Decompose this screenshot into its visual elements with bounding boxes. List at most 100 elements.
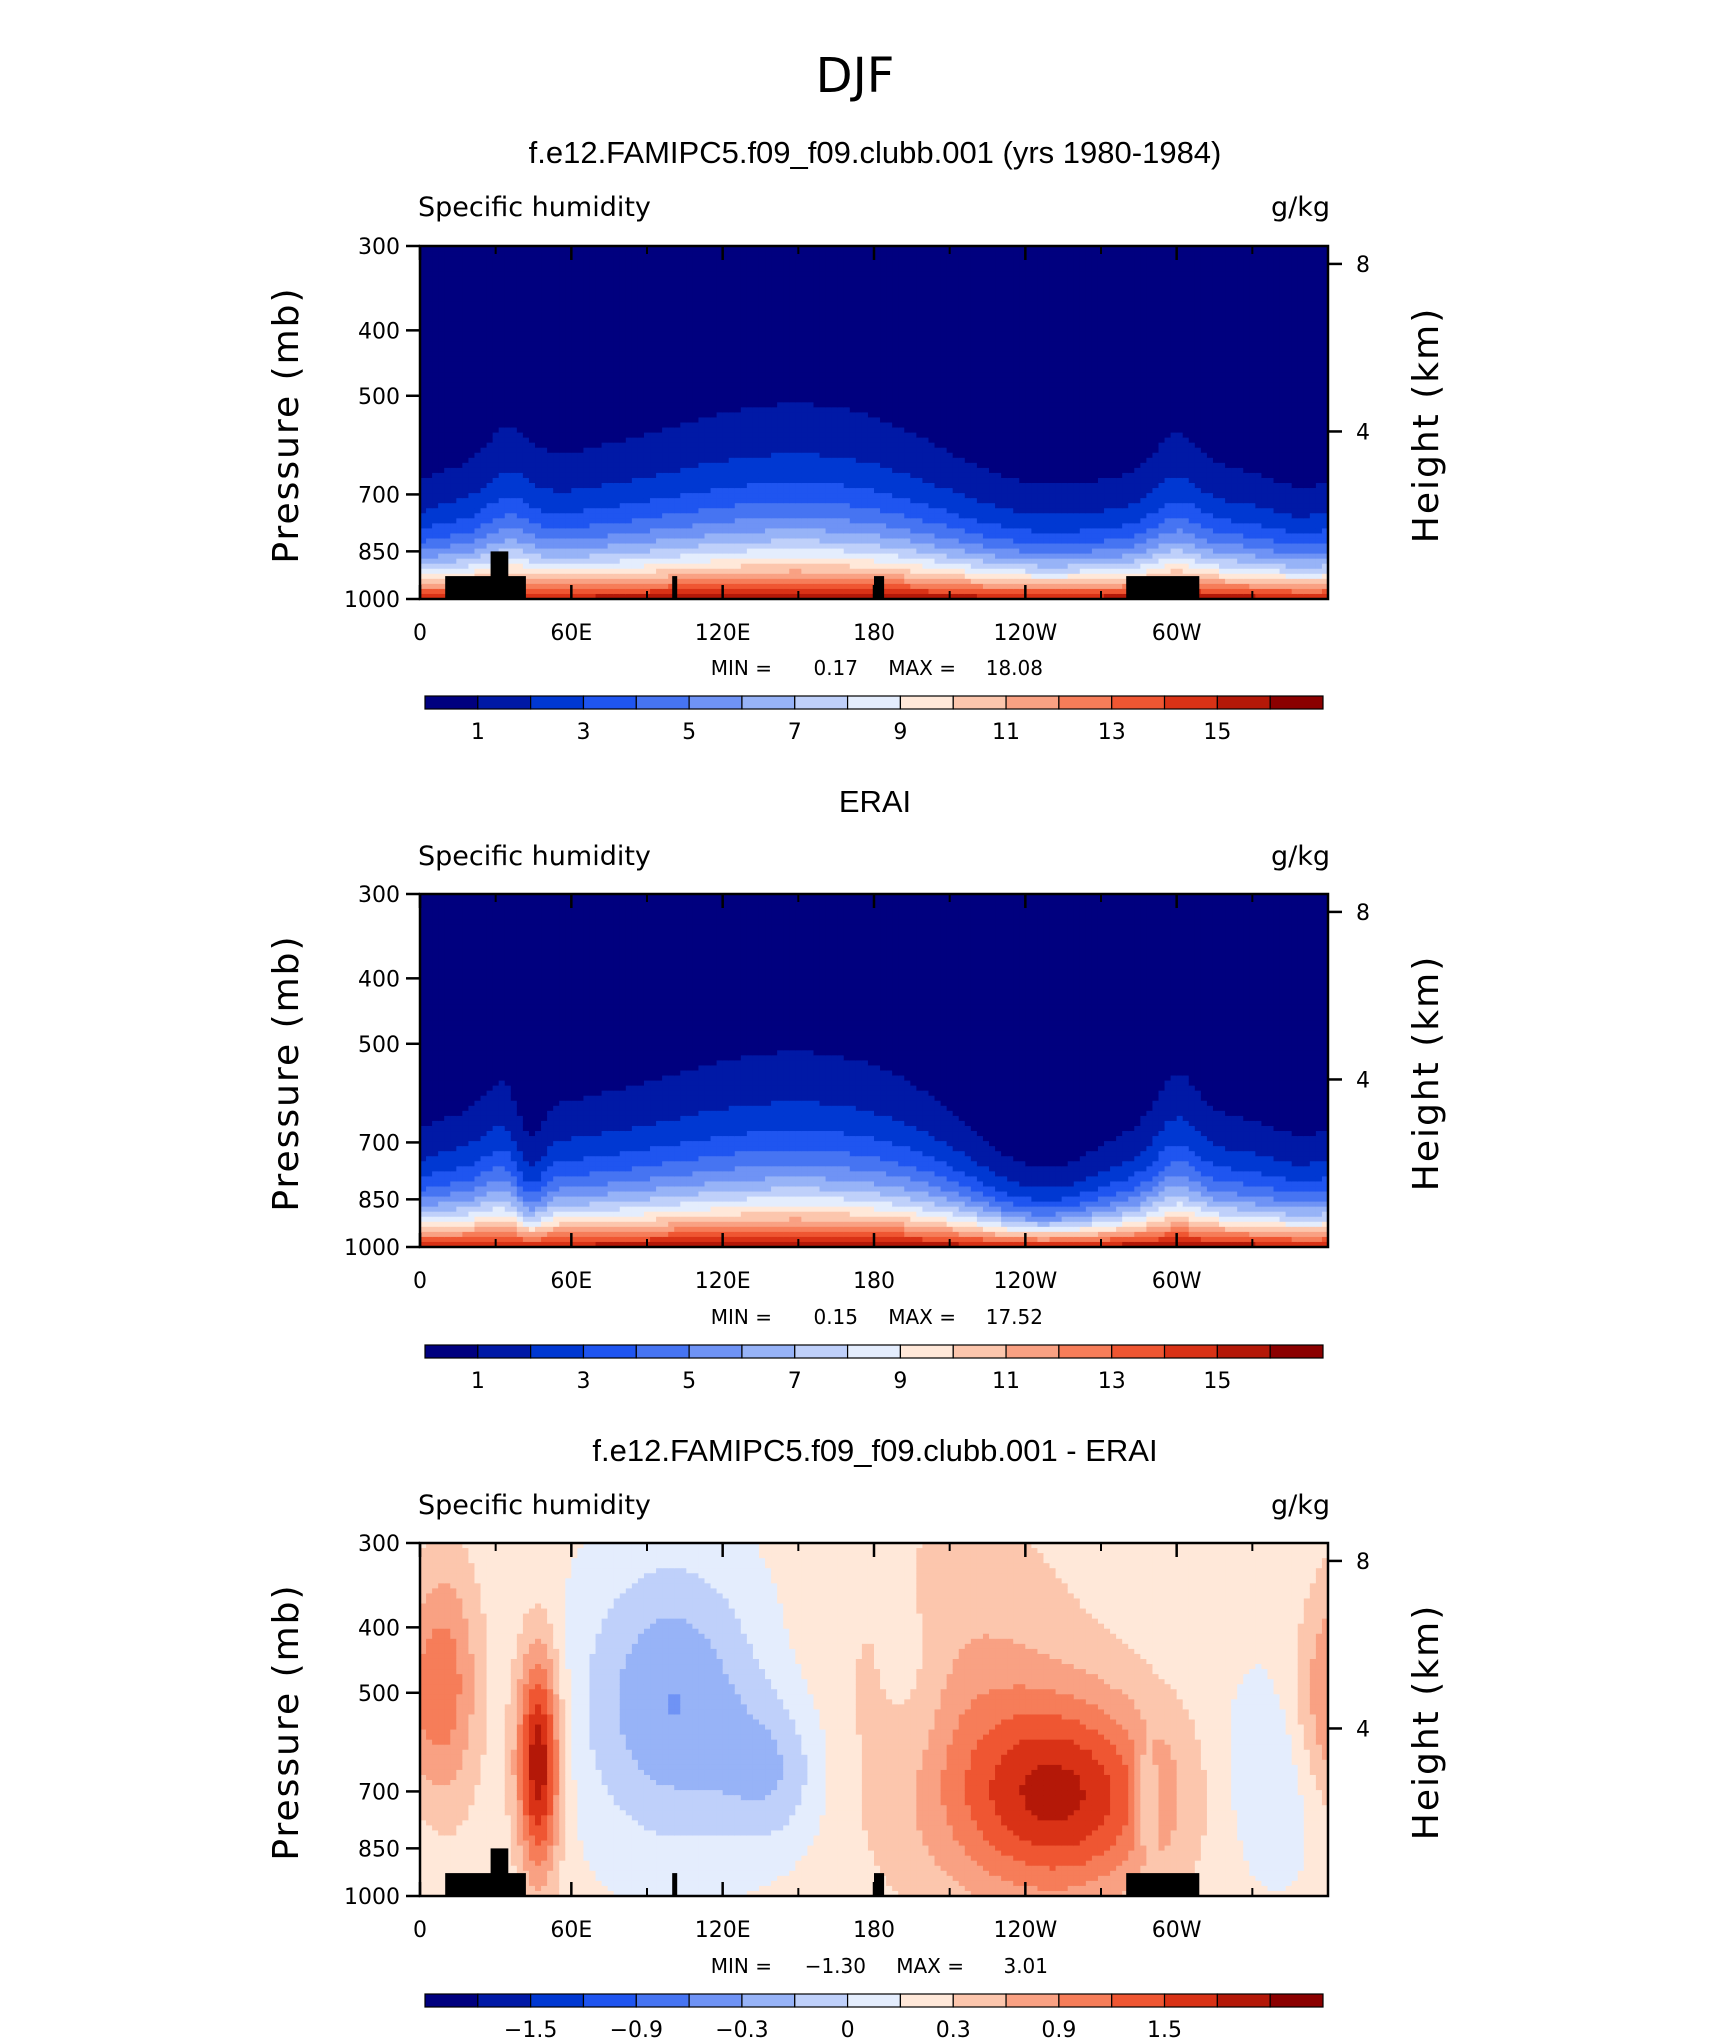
field-cell [747, 433, 754, 439]
field-cell [589, 286, 596, 292]
field-cell [850, 307, 857, 313]
field-cell [674, 332, 681, 338]
field-cell [844, 407, 851, 413]
field-cell [571, 453, 578, 459]
field-cell [426, 266, 433, 272]
field-cell [632, 518, 639, 524]
field-cell [735, 513, 742, 519]
field-cell [432, 352, 439, 358]
field-cell [444, 569, 451, 575]
field-cell [511, 559, 518, 565]
field-cell [456, 538, 463, 544]
field-cell [662, 327, 669, 333]
field-cell [547, 352, 554, 358]
field-cell [589, 347, 596, 353]
field-cell [777, 367, 784, 373]
field-cell [717, 402, 724, 408]
field-cell [620, 382, 627, 388]
field-cell [541, 322, 548, 328]
field-cell [541, 574, 548, 580]
field-cell [517, 463, 524, 469]
field-cell [596, 387, 603, 393]
field-cell [662, 337, 669, 343]
field-cell [771, 538, 778, 544]
field-cell [547, 367, 554, 373]
field-cell [735, 448, 742, 454]
field-cell [783, 392, 790, 398]
field-cell [571, 417, 578, 423]
field-cell [517, 428, 524, 434]
field-cell [432, 276, 439, 282]
field-cell [559, 327, 566, 333]
field-cell [487, 402, 494, 408]
field-cell [474, 301, 481, 307]
field-cell [729, 301, 736, 307]
field-cell [426, 463, 433, 469]
field-cell [680, 412, 687, 418]
field-cell [499, 256, 506, 262]
field-cell [753, 538, 760, 544]
field-cell [735, 564, 742, 570]
field-cell [511, 276, 518, 282]
field-cell [662, 448, 669, 454]
field-cell [511, 528, 518, 534]
field-cell [462, 538, 469, 544]
field-cell [717, 538, 724, 544]
field-cell [511, 438, 518, 444]
field-cell [499, 463, 506, 469]
field-cell [801, 508, 808, 514]
field-cell [462, 473, 469, 479]
field-cell [553, 382, 560, 388]
field-cell [644, 286, 651, 292]
field-cell [717, 438, 724, 444]
field-cell [789, 382, 796, 388]
field-cell [795, 438, 802, 444]
field-cell [529, 538, 536, 544]
field-cell [426, 407, 433, 413]
field-cell [444, 322, 451, 328]
field-cell [692, 538, 699, 544]
field-cell [529, 544, 536, 550]
field-cell [632, 569, 639, 575]
field-cell [620, 372, 627, 378]
field-cell [596, 307, 603, 313]
field-cell [589, 518, 596, 524]
field-cell [462, 301, 469, 307]
field-cell [680, 428, 687, 434]
field-cell [813, 417, 820, 423]
field-cell [523, 533, 530, 539]
field-cell [723, 438, 730, 444]
field-cell [493, 478, 500, 484]
field-cell [456, 483, 463, 489]
field-cell [765, 281, 772, 287]
field-cell [735, 574, 742, 580]
field-cell [577, 412, 584, 418]
field-cell [832, 362, 839, 368]
field-cell [505, 387, 512, 393]
field-cell [608, 428, 615, 434]
field-cell [783, 261, 790, 267]
field-cell [705, 266, 712, 272]
field-cell [747, 538, 754, 544]
field-cell [468, 478, 475, 484]
field-cell [832, 458, 839, 464]
field-cell [692, 296, 699, 302]
field-cell [844, 493, 851, 499]
field-cell [650, 508, 657, 514]
field-cell [674, 307, 681, 313]
field-cell [547, 544, 554, 550]
field-cell [844, 337, 851, 343]
field-cell [686, 372, 693, 378]
field-cell [698, 478, 705, 484]
field-cell [686, 417, 693, 423]
field-cell [541, 412, 548, 418]
field-cell [541, 453, 548, 459]
field-cell [777, 488, 784, 494]
field-cell [577, 317, 584, 323]
field-cell [462, 357, 469, 363]
field-cell [474, 493, 481, 499]
field-cell [650, 322, 657, 328]
field-cell [705, 286, 712, 292]
field-cell [614, 433, 621, 439]
field-cell [692, 301, 699, 307]
